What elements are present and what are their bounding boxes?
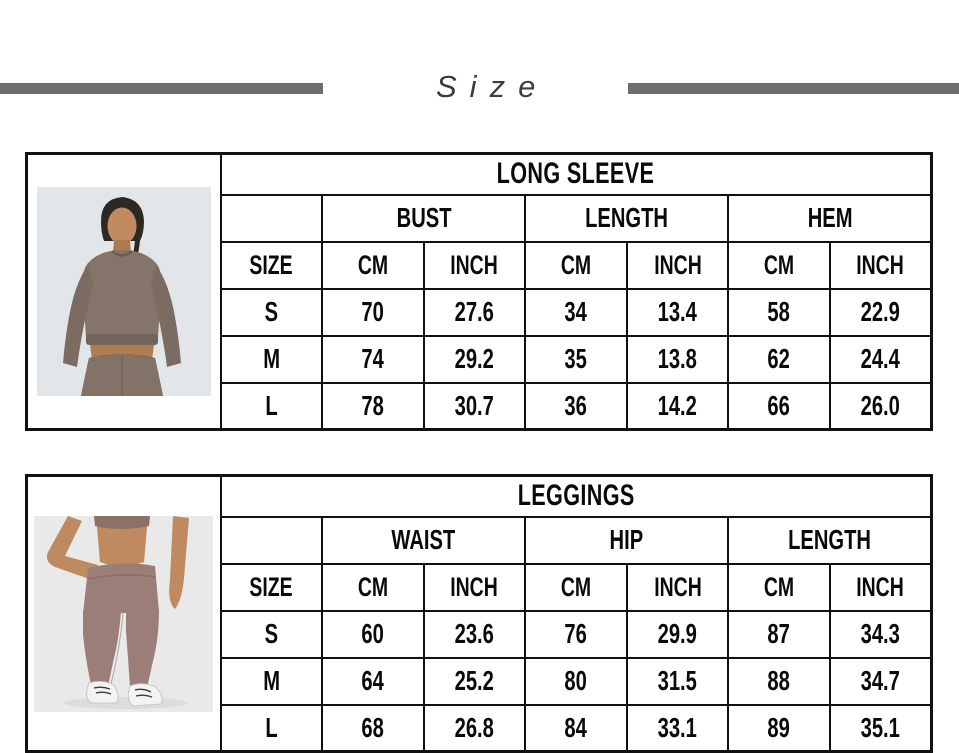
- value-cell: 29.2: [422, 334, 527, 384]
- group-header-waist: WAIST: [321, 515, 527, 565]
- right-divider-bar: [628, 83, 959, 94]
- value-cell: 89: [727, 703, 831, 753]
- value-cell: 76: [524, 609, 628, 659]
- value-cell: 35: [524, 334, 628, 384]
- value-cell: 80: [524, 656, 628, 706]
- size-label-cell: S: [219, 287, 324, 337]
- value-cell: 84: [524, 703, 628, 753]
- value-cell: 35.1: [828, 703, 933, 753]
- model-long-sleeve-illustration: [36, 187, 211, 396]
- col-header-hip-inch: INCH: [625, 562, 730, 612]
- size-label-cell: L: [219, 703, 324, 753]
- value-cell: 66: [727, 381, 831, 431]
- model-leggings-illustration: [34, 515, 214, 712]
- value-cell: 13.8: [625, 334, 730, 384]
- col-header-hip-cm: CM: [524, 562, 628, 612]
- value-cell: 78: [321, 381, 425, 431]
- value-cell: 26.0: [828, 381, 933, 431]
- size-row-s: S 70 27.6 34 13.4 58 22.9: [27, 287, 933, 337]
- value-cell: 68: [321, 703, 425, 753]
- size-row-m: M 64 25.2 80 31.5 88 34.7: [27, 656, 933, 706]
- value-cell: 26.8: [422, 703, 527, 753]
- col-header-hem-inch: INCH: [828, 240, 933, 290]
- value-cell: 34.3: [828, 609, 933, 659]
- leggings-product-photo-icon: [34, 515, 214, 712]
- leggings-size-table: LEGGINGS WAIST HIP LENGTH SIZE CM INCH C…: [25, 474, 933, 753]
- size-label-cell: S: [219, 609, 324, 659]
- table-title: LONG SLEEVE: [219, 152, 933, 196]
- value-cell: 70: [321, 287, 425, 337]
- group-header-length: LENGTH: [524, 193, 730, 243]
- col-header-waist-cm: CM: [321, 562, 425, 612]
- value-cell: 34: [524, 287, 628, 337]
- size-row-s: S 60 23.6 76 29.9 87 34.3: [27, 609, 933, 659]
- value-cell: 62: [727, 334, 831, 384]
- col-header-length-inch: INCH: [625, 240, 730, 290]
- value-cell: 23.6: [422, 609, 527, 659]
- value-cell: 74: [321, 334, 425, 384]
- value-cell: 14.2: [625, 381, 730, 431]
- long-sleeve-size-chart: LONG SLEEVE BUST LENGTH HEM SIZE CM INCH…: [25, 152, 933, 431]
- col-header-waist-inch: INCH: [422, 562, 527, 612]
- size-row-l: L 78 30.7 36 14.2 66 26.0: [27, 381, 933, 431]
- value-cell: 25.2: [422, 656, 527, 706]
- value-cell: 87: [727, 609, 831, 659]
- table-title: LEGGINGS: [219, 474, 933, 518]
- value-cell: 36: [524, 381, 628, 431]
- value-cell: 88: [727, 656, 831, 706]
- size-label-cell: M: [219, 656, 324, 706]
- col-header-size: SIZE: [219, 240, 324, 290]
- value-cell: 22.9: [828, 287, 933, 337]
- long-sleeve-product-photo-icon: [36, 187, 211, 396]
- col-header-length-cm: CM: [727, 562, 831, 612]
- product-photo-cell: [25, 474, 222, 753]
- leggings-size-chart: LEGGINGS WAIST HIP LENGTH SIZE CM INCH C…: [25, 474, 933, 753]
- left-divider-bar: [0, 83, 323, 94]
- value-cell: 29.9: [625, 609, 730, 659]
- value-cell: 30.7: [422, 381, 527, 431]
- value-cell: 13.4: [625, 287, 730, 337]
- col-header-hem-cm: CM: [727, 240, 831, 290]
- group-header-hem: HEM: [727, 193, 933, 243]
- group-header-hip: HIP: [524, 515, 730, 565]
- col-header-bust-cm: CM: [321, 240, 425, 290]
- product-photo-cell: [25, 152, 222, 431]
- col-header-bust-inch: INCH: [422, 240, 527, 290]
- long-sleeve-size-table: LONG SLEEVE BUST LENGTH HEM SIZE CM INCH…: [25, 152, 933, 431]
- value-cell: 34.7: [828, 656, 933, 706]
- group-header-length: LENGTH: [727, 515, 933, 565]
- value-cell: 24.4: [828, 334, 933, 384]
- col-header-length-cm: CM: [524, 240, 628, 290]
- value-cell: 64: [321, 656, 425, 706]
- value-cell: 33.1: [625, 703, 730, 753]
- value-cell: 27.6: [422, 287, 527, 337]
- col-header-length-inch: INCH: [828, 562, 933, 612]
- value-cell: 58: [727, 287, 831, 337]
- page-title: Size: [436, 69, 549, 104]
- size-label-cell: L: [219, 381, 324, 431]
- value-cell: 31.5: [625, 656, 730, 706]
- size-row-m: M 74 29.2 35 13.8 62 24.4: [27, 334, 933, 384]
- blank-corner-cell: [219, 515, 324, 565]
- size-label-cell: M: [219, 334, 324, 384]
- group-header-bust: BUST: [321, 193, 527, 243]
- col-header-size: SIZE: [219, 562, 324, 612]
- blank-corner-cell: [219, 193, 324, 243]
- size-row-l: L 68 26.8 84 33.1 89 35.1: [27, 703, 933, 753]
- value-cell: 60: [321, 609, 425, 659]
